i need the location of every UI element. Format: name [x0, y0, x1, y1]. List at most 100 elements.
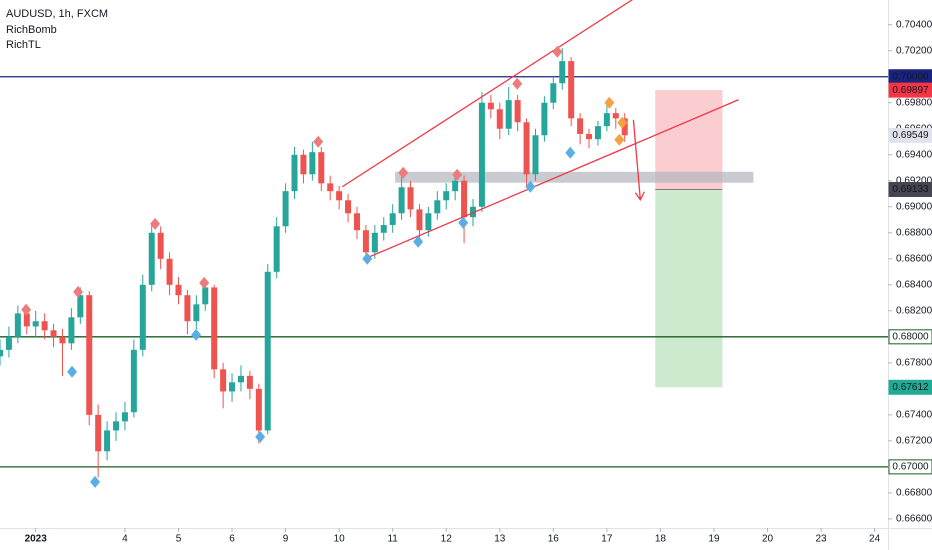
- candle-body: [487, 102, 494, 110]
- candle-body: [621, 118, 628, 136]
- target-price: [888, 379, 932, 395]
- signal-diamond: [452, 168, 463, 181]
- candle-body: [345, 200, 352, 214]
- signal-diamond: [67, 365, 78, 378]
- candle-body: [550, 83, 557, 103]
- candle-body: [193, 304, 200, 322]
- candle-body: [148, 232, 155, 285]
- candle-body: [434, 200, 441, 214]
- x-tick-label: 9: [283, 534, 289, 545]
- candle-body: [327, 183, 334, 192]
- candle-body: [139, 284, 146, 350]
- x-tick-label: 10: [334, 534, 346, 545]
- level-price: [888, 459, 932, 475]
- level-price-label: 0.70000: [892, 71, 929, 82]
- candle-body: [559, 61, 566, 84]
- candle-body: [541, 102, 548, 136]
- signal-diamond: [617, 116, 628, 129]
- candle-body: [407, 187, 414, 210]
- candle-body: [594, 126, 601, 140]
- candle-body: [50, 330, 57, 337]
- candle-body: [157, 232, 164, 259]
- level-price: [888, 329, 932, 345]
- y-tick-label: 0.69000: [896, 201, 932, 212]
- entry-price: [888, 181, 932, 197]
- trend-line: [366, 99, 739, 259]
- y-tick-label: 0.67200: [896, 436, 932, 447]
- y-tick-label: 0.70200: [896, 45, 932, 56]
- candle-body: [353, 213, 360, 231]
- indicator-name: RichBomb: [6, 24, 57, 36]
- y-tick-label: 0.67400: [896, 409, 932, 420]
- level-price-label: 0.68000: [892, 331, 929, 342]
- candle-body: [523, 122, 530, 175]
- candle-body: [23, 313, 30, 327]
- candle-body: [202, 287, 209, 305]
- signal-diamond: [21, 303, 32, 316]
- candle-body: [59, 336, 66, 344]
- candle-body: [612, 113, 619, 119]
- candle-body: [175, 284, 182, 296]
- candle-body: [68, 317, 75, 344]
- candle-body: [603, 113, 610, 127]
- candle-body: [41, 321, 48, 331]
- candle-body: [229, 382, 236, 392]
- x-tick-label: 16: [548, 534, 560, 545]
- candle-body: [532, 135, 539, 175]
- x-tick-label: 19: [708, 534, 720, 545]
- y-tick-label: 0.69400: [896, 149, 932, 160]
- trend-line: [341, 0, 633, 188]
- signal-diamond: [313, 135, 324, 148]
- candle-body: [416, 209, 423, 231]
- candle-body: [496, 109, 503, 129]
- candle-body: [246, 375, 253, 389]
- candle-body: [220, 369, 227, 392]
- y-tick-label: 0.67800: [896, 357, 932, 368]
- candle-body: [0, 349, 3, 357]
- candle-body: [568, 61, 575, 119]
- last-price: [888, 127, 932, 143]
- signal-diamond: [614, 133, 625, 146]
- x-tick-label: 17: [601, 534, 613, 545]
- candle-body: [478, 102, 485, 207]
- candle-body: [86, 295, 93, 415]
- candle-body: [470, 206, 477, 218]
- signal-diamond: [565, 146, 576, 159]
- indicator-name: RichTL: [6, 39, 41, 51]
- x-tick-label: 23: [816, 534, 828, 545]
- arrow-head: [634, 191, 645, 202]
- x-tick-label: 6: [229, 534, 235, 545]
- signal-diamond: [604, 96, 615, 109]
- candle-body: [32, 321, 39, 327]
- candle-body: [104, 430, 111, 452]
- y-tick-label: 0.68400: [896, 279, 932, 290]
- signal-diamond: [150, 217, 161, 230]
- candle-body: [5, 336, 12, 350]
- level-price-label: 0.67000: [892, 462, 929, 473]
- candle-body: [514, 100, 521, 123]
- signal-diamond: [458, 216, 469, 229]
- candle-body: [318, 152, 325, 184]
- candle-body: [452, 180, 459, 192]
- candle-body: [264, 271, 271, 431]
- signal-diamond: [191, 328, 202, 341]
- y-tick-label: 0.68200: [896, 305, 932, 316]
- candle-body: [113, 421, 120, 431]
- signal-diamond: [199, 276, 210, 289]
- zone: [395, 171, 754, 183]
- signal-diamond: [512, 77, 523, 90]
- entry-price-label: 0.69133: [892, 184, 929, 195]
- stop-price: [888, 82, 932, 98]
- target-price-label: 0.67612: [892, 382, 929, 393]
- arrow: [632, 119, 641, 200]
- signal-diamond: [73, 285, 84, 298]
- x-tick-label: 13: [494, 534, 506, 545]
- candle-body: [505, 100, 512, 129]
- candle-body: [282, 191, 289, 227]
- candle-body: [380, 224, 387, 233]
- signal-diamond: [255, 430, 266, 443]
- plot-area: [0, 0, 888, 488]
- x-tick-label: 2023: [25, 534, 48, 545]
- signal-diamond: [398, 166, 409, 179]
